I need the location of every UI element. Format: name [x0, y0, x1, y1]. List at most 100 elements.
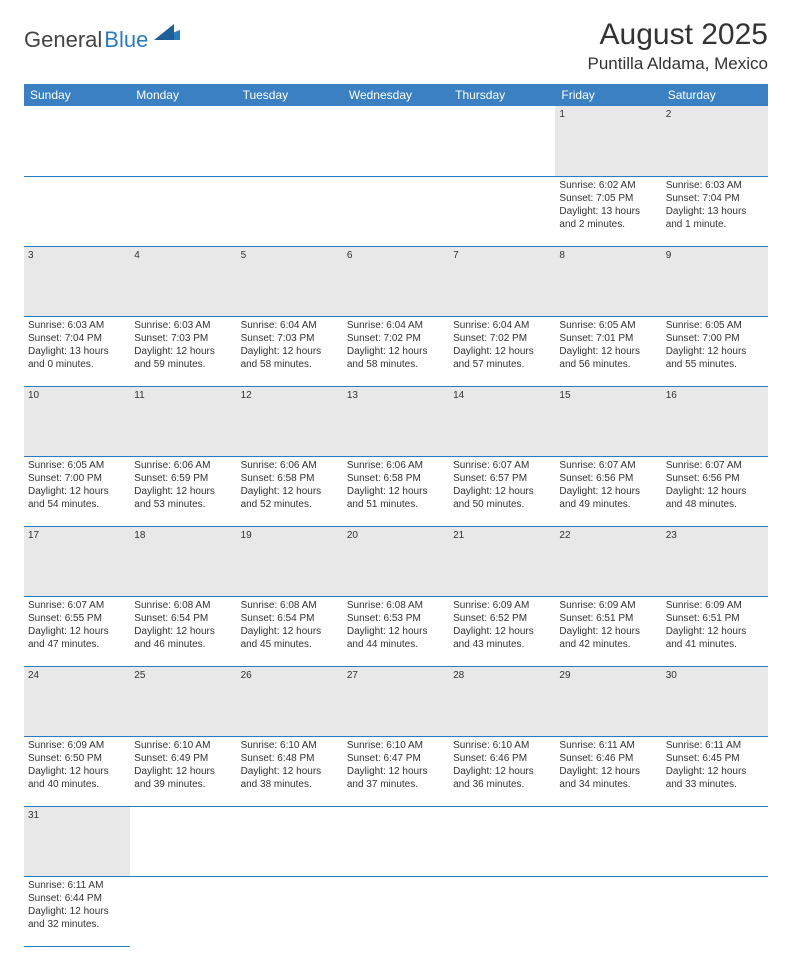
- weekday-header: Saturday: [662, 84, 768, 106]
- daylight-text: Daylight: 12 hours: [28, 905, 126, 918]
- sunrise-text: Sunrise: 6:09 AM: [453, 599, 551, 612]
- day-number-cell: [449, 106, 555, 176]
- sunset-text: Sunset: 6:56 PM: [559, 472, 657, 485]
- day-number-cell: 21: [449, 526, 555, 596]
- daylight-text: Daylight: 12 hours: [28, 485, 126, 498]
- daylight-text: Daylight: 12 hours: [28, 625, 126, 638]
- calendar-day-cell: [237, 876, 343, 946]
- sunset-text: Sunset: 6:50 PM: [28, 752, 126, 765]
- sunset-text: Sunset: 7:03 PM: [134, 332, 232, 345]
- sunset-text: Sunset: 6:54 PM: [241, 612, 339, 625]
- sunrise-text: Sunrise: 6:09 AM: [28, 739, 126, 752]
- daylight-text: Daylight: 12 hours: [241, 485, 339, 498]
- sunset-text: Sunset: 6:51 PM: [559, 612, 657, 625]
- day-number-cell: [24, 106, 130, 176]
- calendar-day-cell: Sunrise: 6:04 AMSunset: 7:02 PMDaylight:…: [449, 316, 555, 386]
- daylight-text: and 34 minutes.: [559, 778, 657, 791]
- sunrise-text: Sunrise: 6:04 AM: [241, 319, 339, 332]
- day-number-cell: 20: [343, 526, 449, 596]
- sunset-text: Sunset: 7:04 PM: [666, 192, 764, 205]
- calendar-day-cell: [237, 176, 343, 246]
- day-number-cell: [555, 806, 661, 876]
- sunset-text: Sunset: 7:02 PM: [347, 332, 445, 345]
- daylight-text: and 57 minutes.: [453, 358, 551, 371]
- calendar-day-cell: Sunrise: 6:03 AMSunset: 7:03 PMDaylight:…: [130, 316, 236, 386]
- daylight-text: Daylight: 12 hours: [241, 345, 339, 358]
- day-number-row: 10111213141516: [24, 386, 768, 456]
- calendar-day-cell: Sunrise: 6:03 AMSunset: 7:04 PMDaylight:…: [24, 316, 130, 386]
- daylight-text: Daylight: 12 hours: [347, 625, 445, 638]
- calendar-week-row: Sunrise: 6:07 AMSunset: 6:55 PMDaylight:…: [24, 596, 768, 666]
- sunrise-text: Sunrise: 6:10 AM: [453, 739, 551, 752]
- sunrise-text: Sunrise: 6:07 AM: [28, 599, 126, 612]
- day-number-cell: 27: [343, 666, 449, 736]
- sunset-text: Sunset: 6:59 PM: [134, 472, 232, 485]
- day-number-cell: 13: [343, 386, 449, 456]
- calendar-day-cell: Sunrise: 6:06 AMSunset: 6:59 PMDaylight:…: [130, 456, 236, 526]
- daylight-text: Daylight: 12 hours: [134, 765, 232, 778]
- daylight-text: Daylight: 12 hours: [666, 485, 764, 498]
- sunrise-text: Sunrise: 6:05 AM: [559, 319, 657, 332]
- day-number-cell: [449, 806, 555, 876]
- day-number-cell: [662, 806, 768, 876]
- calendar-day-cell: Sunrise: 6:08 AMSunset: 6:54 PMDaylight:…: [130, 596, 236, 666]
- calendar-day-cell: Sunrise: 6:09 AMSunset: 6:51 PMDaylight:…: [555, 596, 661, 666]
- sunrise-text: Sunrise: 6:07 AM: [666, 459, 764, 472]
- calendar-day-cell: Sunrise: 6:07 AMSunset: 6:56 PMDaylight:…: [662, 456, 768, 526]
- day-number-cell: [343, 806, 449, 876]
- day-number-cell: 16: [662, 386, 768, 456]
- weekday-header: Monday: [130, 84, 236, 106]
- daylight-text: Daylight: 12 hours: [666, 765, 764, 778]
- day-number-cell: [130, 806, 236, 876]
- calendar-day-cell: Sunrise: 6:06 AMSunset: 6:58 PMDaylight:…: [343, 456, 449, 526]
- day-number-cell: 4: [130, 246, 236, 316]
- weekday-header: Tuesday: [237, 84, 343, 106]
- daylight-text: and 33 minutes.: [666, 778, 764, 791]
- daylight-text: Daylight: 12 hours: [666, 345, 764, 358]
- sunset-text: Sunset: 6:48 PM: [241, 752, 339, 765]
- calendar-day-cell: [555, 876, 661, 946]
- month-title: August 2025: [588, 18, 768, 52]
- day-number-row: 17181920212223: [24, 526, 768, 596]
- logo-flag-icon: [154, 24, 180, 45]
- day-number-row: 31: [24, 806, 768, 876]
- sunrise-text: Sunrise: 6:09 AM: [559, 599, 657, 612]
- day-number-cell: 23: [662, 526, 768, 596]
- daylight-text: and 46 minutes.: [134, 638, 232, 651]
- day-number-cell: 29: [555, 666, 661, 736]
- weekday-header: Wednesday: [343, 84, 449, 106]
- daylight-text: Daylight: 12 hours: [453, 485, 551, 498]
- calendar-day-cell: Sunrise: 6:08 AMSunset: 6:53 PMDaylight:…: [343, 596, 449, 666]
- sunrise-text: Sunrise: 6:09 AM: [666, 599, 764, 612]
- sunrise-text: Sunrise: 6:07 AM: [559, 459, 657, 472]
- sunset-text: Sunset: 6:46 PM: [453, 752, 551, 765]
- day-number-cell: 26: [237, 666, 343, 736]
- day-number-cell: 9: [662, 246, 768, 316]
- calendar-day-cell: Sunrise: 6:07 AMSunset: 6:55 PMDaylight:…: [24, 596, 130, 666]
- calendar-day-cell: Sunrise: 6:08 AMSunset: 6:54 PMDaylight:…: [237, 596, 343, 666]
- calendar-week-row: Sunrise: 6:02 AMSunset: 7:05 PMDaylight:…: [24, 176, 768, 246]
- sunset-text: Sunset: 6:58 PM: [347, 472, 445, 485]
- calendar-day-cell: Sunrise: 6:10 AMSunset: 6:49 PMDaylight:…: [130, 736, 236, 806]
- sunrise-text: Sunrise: 6:04 AM: [347, 319, 445, 332]
- calendar-day-cell: Sunrise: 6:05 AMSunset: 7:01 PMDaylight:…: [555, 316, 661, 386]
- daylight-text: and 40 minutes.: [28, 778, 126, 791]
- day-number-row: 12: [24, 106, 768, 176]
- sunset-text: Sunset: 6:44 PM: [28, 892, 126, 905]
- day-number-cell: 11: [130, 386, 236, 456]
- day-number-cell: 18: [130, 526, 236, 596]
- sunrise-text: Sunrise: 6:10 AM: [241, 739, 339, 752]
- daylight-text: Daylight: 13 hours: [28, 345, 126, 358]
- daylight-text: and 52 minutes.: [241, 498, 339, 511]
- daylight-text: and 49 minutes.: [559, 498, 657, 511]
- calendar-day-cell: [449, 176, 555, 246]
- daylight-text: Daylight: 12 hours: [666, 625, 764, 638]
- daylight-text: and 42 minutes.: [559, 638, 657, 651]
- weekday-header: Sunday: [24, 84, 130, 106]
- calendar-week-row: Sunrise: 6:09 AMSunset: 6:50 PM Daylight:…: [24, 736, 768, 806]
- sunrise-text: Sunrise: 6:05 AM: [666, 319, 764, 332]
- daylight-text: and 32 minutes.: [28, 918, 126, 931]
- sunrise-text: Sunrise: 6:08 AM: [241, 599, 339, 612]
- daylight-text: and 0 minutes.: [28, 358, 126, 371]
- daylight-text: Daylight: 12 hours: [559, 765, 657, 778]
